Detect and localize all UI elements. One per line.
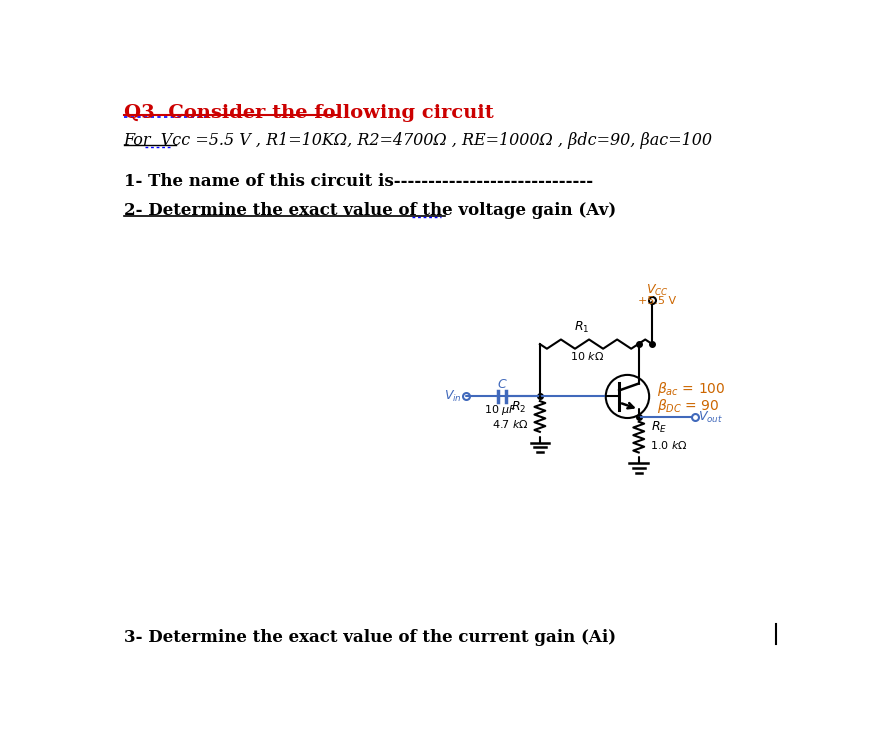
Text: 1- The name of this circuit is-----------------------------: 1- The name of this circuit is----------… xyxy=(124,173,592,190)
Text: Q3  Consider the following circuit: Q3 Consider the following circuit xyxy=(124,104,493,122)
Text: $R_2$: $R_2$ xyxy=(510,400,525,415)
Text: $10\ k\Omega$: $10\ k\Omega$ xyxy=(569,350,603,362)
Text: $V_{out}$: $V_{out}$ xyxy=(697,410,723,424)
Text: $V_{CC}$: $V_{CC}$ xyxy=(645,284,667,298)
Text: +5.5 V: +5.5 V xyxy=(637,296,675,305)
Text: $\beta_{DC}$ = 90: $\beta_{DC}$ = 90 xyxy=(656,397,718,415)
Text: $R_1$: $R_1$ xyxy=(574,320,589,334)
Text: $10\ \mu F$: $10\ \mu F$ xyxy=(483,403,517,416)
Text: 3- Determine the exact value of the current gain (Ai): 3- Determine the exact value of the curr… xyxy=(124,629,615,646)
Text: C: C xyxy=(497,379,506,392)
Text: $V_{in}$: $V_{in}$ xyxy=(443,389,461,404)
Text: $R_E$: $R_E$ xyxy=(651,420,667,436)
Text: 2- Determine the exact value of the voltage gain (Av): 2- Determine the exact value of the volt… xyxy=(124,202,616,219)
Text: $4.7\ k\Omega$: $4.7\ k\Omega$ xyxy=(492,419,529,430)
Text: $1.0\ k\Omega$: $1.0\ k\Omega$ xyxy=(649,439,687,451)
Text: $\beta_{ac}$ = 100: $\beta_{ac}$ = 100 xyxy=(656,380,724,398)
Text: For  Vcc =5.5 V , R1=10KΩ, R2=4700Ω , RE=1000Ω , βdc=90, βac=100: For Vcc =5.5 V , R1=10KΩ, R2=4700Ω , RE=… xyxy=(124,132,712,149)
